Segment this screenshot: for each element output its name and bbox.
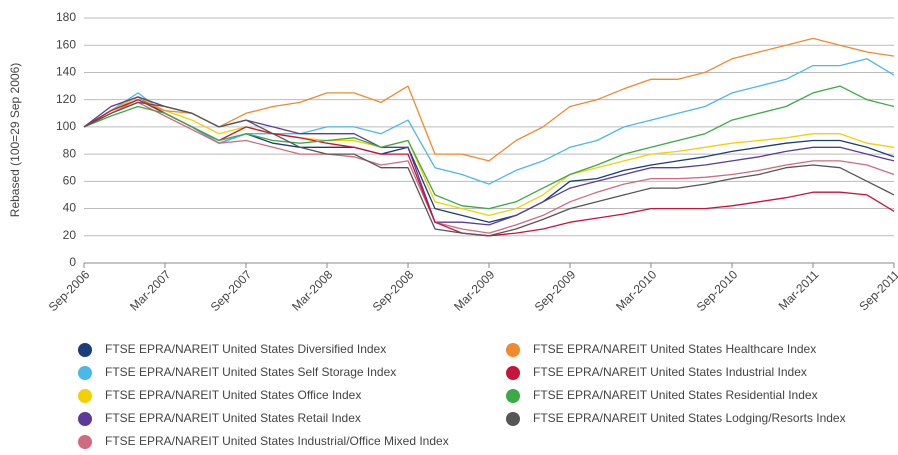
legend-label: FTSE EPRA/NAREIT United States Office In… [105,388,361,402]
y-tick-label: 180 [56,10,76,24]
series-line [83,101,895,237]
y-tick-label: 80 [63,146,77,160]
x-tick-label: Mar-2011 [776,267,822,313]
x-tick-label: Mar-2010 [613,267,659,313]
y-tick-label: 120 [56,92,76,106]
x-tick-label: Mar-2009 [451,267,497,313]
y-tick-label: 100 [56,119,76,133]
legend-swatch [78,343,92,357]
legend-label: FTSE EPRA/NAREIT United States Self Stor… [105,365,396,379]
legend-swatch [506,412,520,426]
legend-label: FTSE EPRA/NAREIT United States Healthcar… [533,342,816,356]
legend-label: FTSE EPRA/NAREIT United States Diversifi… [105,342,386,356]
y-tick-label: 0 [69,255,76,269]
y-tick-label: 140 [56,65,76,79]
series-line [83,85,895,210]
y-tick-label: 60 [63,174,77,188]
x-tick-label: Mar-2008 [289,267,335,313]
x-tick-label: Sep-2011 [856,267,898,313]
x-tick-label: Sep-2007 [208,267,255,314]
series-line [83,58,895,185]
y-axis-label: Rebased (100=29 Sep 2006) [8,63,22,217]
legend-label: FTSE EPRA/NAREIT United States Industria… [533,365,807,379]
legend-swatch [78,412,92,426]
x-tick-label: Sep-2010 [694,267,741,314]
legend-swatch [78,435,92,449]
x-tick-label: Sep-2009 [532,267,579,314]
x-tick-label: Sep-2006 [46,267,93,314]
legend-swatch [78,366,92,380]
legend-label: FTSE EPRA/NAREIT United States Residenti… [533,388,818,402]
x-tick-label: Sep-2008 [370,267,417,314]
legend-label: FTSE EPRA/NAREIT United States Lodging/R… [533,411,846,425]
series-line [83,96,895,217]
x-tick-label: Mar-2007 [127,267,173,313]
legend-swatch [506,343,520,357]
legend-label: FTSE EPRA/NAREIT United States Industria… [105,434,449,448]
y-tick-label: 40 [63,201,77,215]
series-line [83,101,895,234]
y-tick-label: 20 [63,228,77,242]
legend-swatch [506,366,520,380]
legend-label: FTSE EPRA/NAREIT United States Retail In… [105,411,361,425]
series-line [83,96,895,223]
y-tick-label: 160 [56,37,76,51]
legend-swatch [506,389,520,403]
legend-swatch [78,389,92,403]
